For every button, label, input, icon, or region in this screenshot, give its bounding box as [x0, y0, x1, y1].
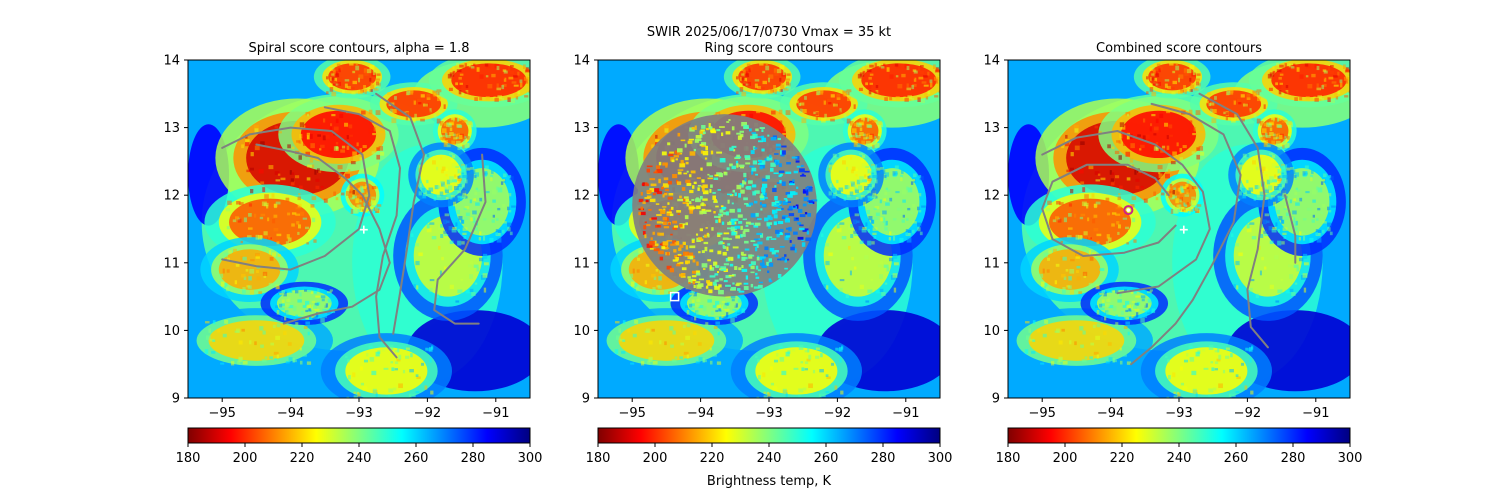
y-tick-label: 13: [983, 121, 1000, 136]
contour-line-5: [433, 153, 487, 325]
colorbar-gradient: [187, 427, 531, 444]
colorbar-tick-label: 180: [176, 451, 201, 466]
colorbar-gradient: [597, 427, 941, 444]
colorbar-tick-label: 220: [700, 451, 725, 466]
x-tick-label: −92: [414, 406, 441, 421]
contour-line-4: [1198, 92, 1269, 349]
panel-2: Ring score contours −95 −94 −93 −92 −91 9 10 11 1…: [573, 41, 953, 466]
contour-line-3: [323, 106, 401, 359]
y-tick-label: 11: [983, 256, 1000, 271]
y-tick-label: 9: [582, 392, 590, 407]
colorbar-tick-label: 260: [1224, 451, 1249, 466]
contour-line-4: [375, 92, 425, 335]
y-tick-label: 10: [163, 324, 180, 339]
panel-1: Spiral score contours, alpha = 1.8 −95 −94…: [163, 41, 543, 466]
contour-line-5: [1284, 194, 1297, 264]
y-tick-label: 13: [573, 121, 590, 136]
colorbar-tick-label: 280: [1281, 451, 1306, 466]
colorbar-tick-label: 240: [1167, 451, 1192, 466]
y-tick-label: 14: [983, 54, 1000, 69]
x-tick-label: −92: [1234, 406, 1261, 421]
x-tick-label: −95: [618, 406, 645, 421]
panels: Spiral score contours, alpha = 1.8 −95 −94…: [163, 41, 1363, 466]
ring-score-contours: [632, 114, 818, 297]
brightness-image: [188, 60, 530, 398]
x-tick-label: −91: [892, 406, 919, 421]
contour-line-1: [1041, 163, 1177, 257]
colorbar-tick-label: 220: [290, 451, 315, 466]
y-tick-label: 12: [983, 189, 1000, 204]
contour-line-2: [255, 143, 391, 325]
panel-title: Combined score contours: [1096, 41, 1262, 56]
colorbar-label: Brightness temp, K: [707, 474, 832, 489]
x-tick-label: −93: [345, 406, 372, 421]
panel-3: Combined score contours −95 −94 −93 −92 −91 9 1…: [983, 41, 1363, 466]
x-tick-label: −93: [755, 406, 782, 421]
contour-line-2: [1041, 130, 1211, 295]
x-tick-label: −91: [482, 406, 509, 421]
colorbar: 180 200 220 240 260 280 300: [586, 427, 953, 466]
brightness-image: [598, 60, 940, 398]
colorbar-tick-label: 300: [518, 451, 543, 466]
x-tick-label: −95: [1028, 406, 1055, 421]
colorbar-gradient: [1007, 427, 1351, 444]
colorbar-tick-label: 220: [1110, 451, 1135, 466]
y-tick-label: 12: [163, 189, 180, 204]
center-marker: [359, 225, 368, 234]
x-tick-label: −94: [277, 406, 304, 421]
y-tick-label: 10: [983, 324, 1000, 339]
center-marker: [1179, 225, 1188, 234]
x-tick-label: −93: [1165, 406, 1192, 421]
contour-line-1: [221, 126, 371, 271]
y-tick-label: 10: [573, 324, 590, 339]
colorbar-tick-label: 200: [1053, 451, 1078, 466]
colorbar-tick-label: 180: [586, 451, 611, 466]
colorbar-tick-label: 300: [1338, 451, 1363, 466]
y-tick-label: 9: [172, 392, 180, 407]
colorbar-tick-label: 200: [233, 451, 258, 466]
y-tick-label: 9: [992, 392, 1000, 407]
x-tick-label: −94: [687, 406, 714, 421]
x-tick-label: −95: [208, 406, 235, 421]
figure-suptitle: SWIR 2025/06/17/0730 Vmax = 35 kt: [647, 25, 891, 40]
brightness-image: [1008, 60, 1350, 398]
panel-title: Ring score contours: [704, 41, 833, 56]
colorbar-tick-label: 280: [461, 451, 486, 466]
panel-title: Spiral score contours, alpha = 1.8: [248, 41, 469, 56]
y-tick-label: 14: [573, 54, 590, 69]
ring-center-marker: [669, 291, 680, 302]
x-tick-label: −94: [1097, 406, 1124, 421]
colorbar: 180 200 220 240 260 280 300: [176, 427, 543, 466]
x-tick-label: −92: [824, 406, 851, 421]
combined-center-dot: [1126, 208, 1131, 212]
colorbar-tick-label: 200: [643, 451, 668, 466]
x-tick-label: −91: [1302, 406, 1329, 421]
y-tick-label: 12: [573, 189, 590, 204]
colorbar-tick-label: 300: [928, 451, 953, 466]
colorbar-tick-label: 240: [757, 451, 782, 466]
y-tick-label: 11: [163, 256, 180, 271]
colorbar-tick-label: 260: [814, 451, 839, 466]
colorbar-tick-label: 260: [404, 451, 429, 466]
colorbar-tick-label: 180: [996, 451, 1021, 466]
colorbar: 180 200 220 240 260 280 300: [996, 427, 1363, 466]
colorbar-tick-label: 280: [871, 451, 896, 466]
y-tick-label: 11: [573, 256, 590, 271]
contour-line-3: [1130, 102, 1242, 366]
combined-center-marker: [1123, 205, 1134, 216]
y-tick-label: 13: [163, 121, 180, 136]
y-tick-label: 14: [163, 54, 180, 69]
colorbar-tick-label: 240: [347, 451, 372, 466]
